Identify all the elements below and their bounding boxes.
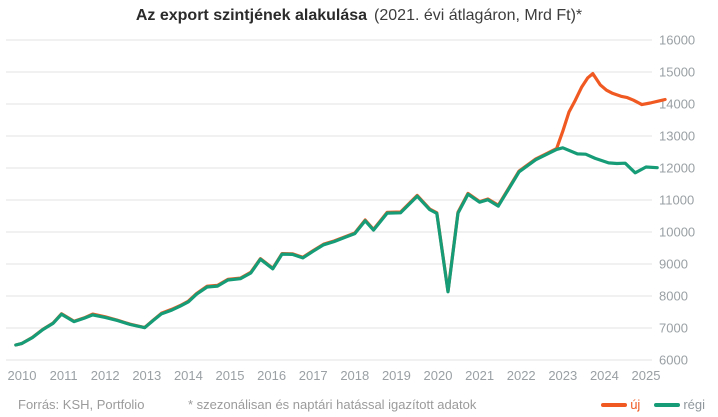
x-axis-label: 2018 (340, 368, 369, 383)
y-axis-label: 14000 (659, 97, 695, 112)
legend-item-uj[interactable]: új (601, 397, 640, 412)
y-axis-label: 6000 (659, 353, 688, 368)
y-axis-label: 9000 (659, 257, 688, 272)
y-axis-label: 11000 (659, 193, 694, 208)
y-axis-label: 12000 (659, 161, 695, 176)
x-axis-label: 2015 (216, 368, 245, 383)
uj-series-label: új (630, 397, 641, 412)
x-axis-label: 2024 (590, 368, 619, 383)
series-line-új (14, 71, 667, 347)
x-axis-label: 2013 (132, 368, 161, 383)
chart-footer: Forrás: KSH, Portfolio * szezonálisan és… (0, 394, 718, 416)
x-axis-label: 2023 (548, 368, 577, 383)
y-axis-label: 13000 (659, 129, 695, 144)
legend: új régi (601, 397, 705, 412)
x-axis-label: 2022 (507, 368, 536, 383)
x-axis-label: 2014 (174, 368, 203, 383)
x-axis-label: 2012 (91, 368, 120, 383)
x-axis-label: 2017 (299, 368, 328, 383)
uj-series-swatch-icon (601, 402, 628, 407)
chart-title-main: Az export szintjének alakulása (135, 7, 368, 24)
x-axis-label: 2010 (8, 368, 37, 383)
chart-title-sub: (2021. évi átlagáron, Mrd Ft)* (374, 7, 583, 24)
x-axis-label: 2019 (382, 368, 411, 383)
x-axis-label: 2011 (50, 368, 78, 383)
legend-item-regi[interactable]: régi (654, 397, 705, 412)
series-line-régi (14, 146, 659, 347)
x-axis-label: 2016 (257, 368, 286, 383)
y-axis-label: 8000 (659, 289, 688, 304)
y-axis-label: 15000 (659, 65, 695, 80)
export-line-chart: 16000 15000 14000 13000 12000 11000 10000 9000 8… (6, 33, 695, 383)
y-axis-label: 16000 (659, 33, 695, 48)
x-axis-label: 2025 (632, 368, 661, 383)
source-label: Forrás: KSH, Portfolio (18, 397, 145, 412)
regi-series-label: régi (683, 397, 705, 412)
x-axis-label: 2021 (465, 368, 494, 383)
chart-title: Az export szintjének alakulása (2021. évi… (0, 7, 718, 25)
y-axis-label: 7000 (659, 321, 688, 336)
x-axis-label: 2020 (424, 368, 453, 383)
footnote-label: * szezonálisan és naptári hatással igazí… (188, 397, 477, 412)
y-axis-label: 10000 (659, 225, 695, 240)
regi-series-swatch-icon (654, 402, 681, 407)
